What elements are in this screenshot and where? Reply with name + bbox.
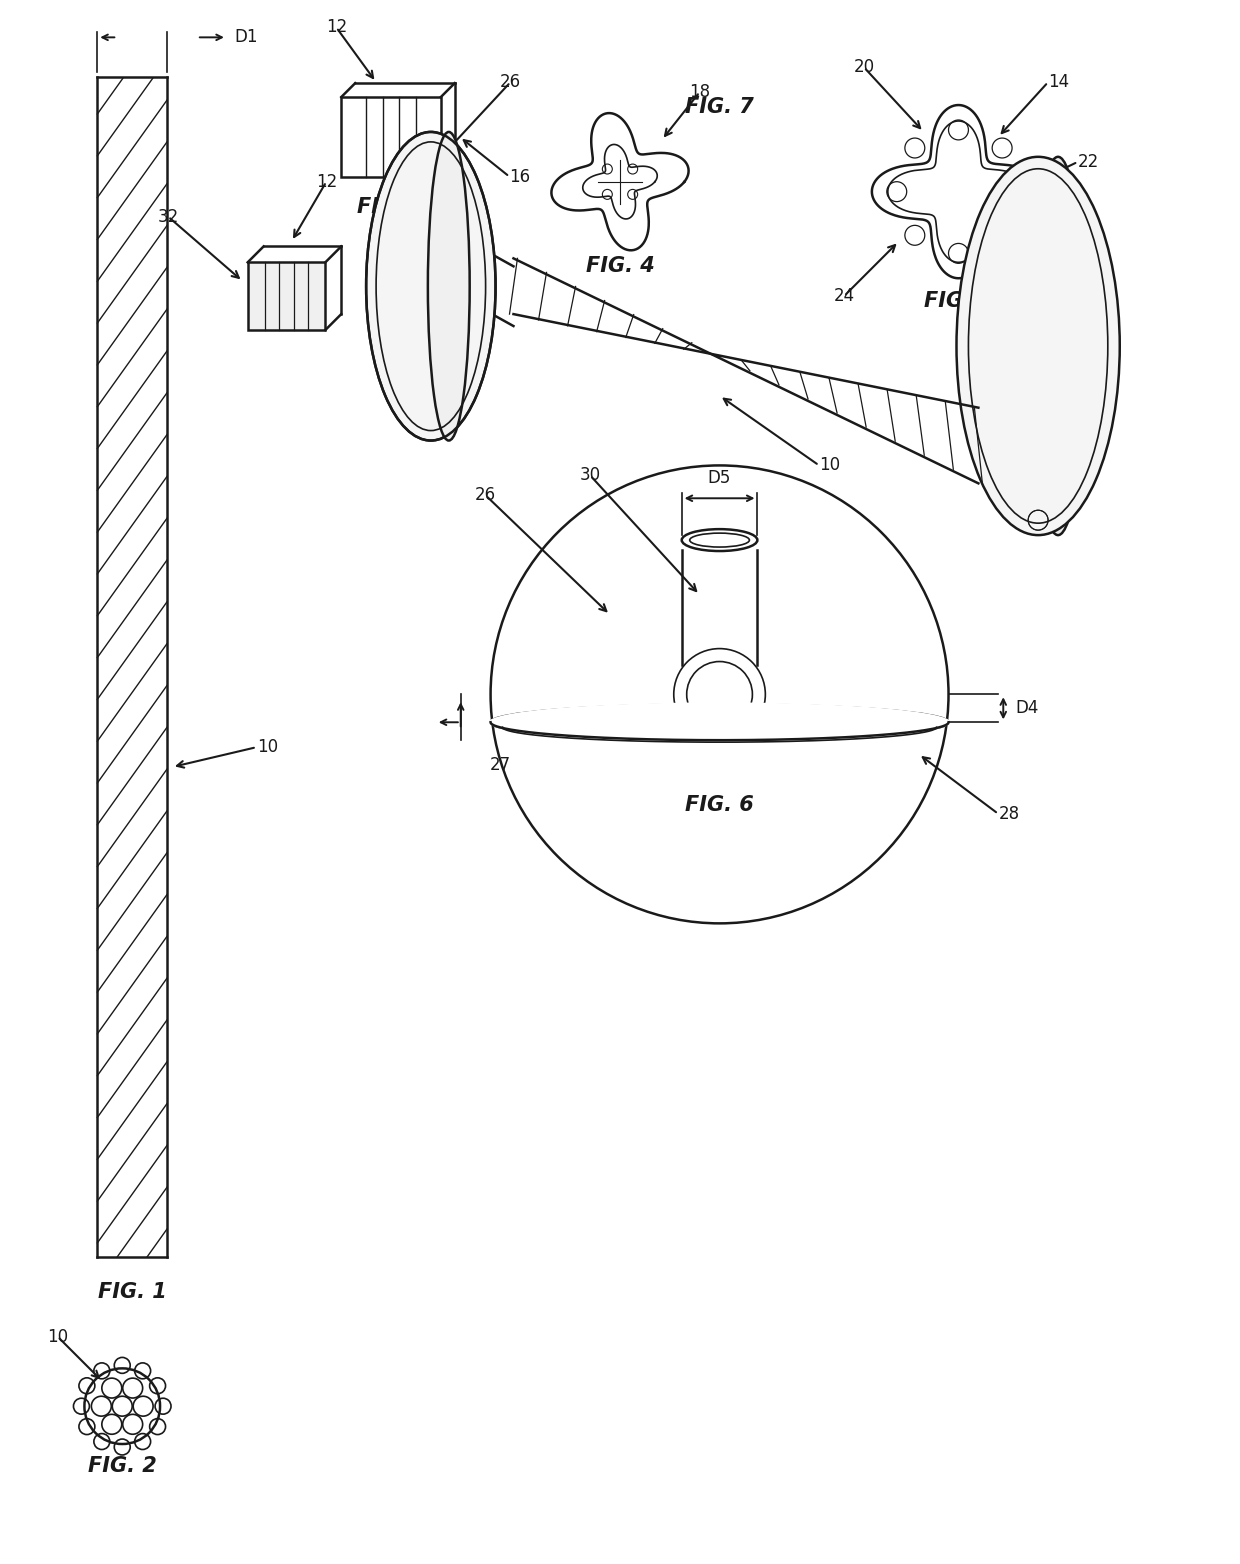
Text: 28: 28 bbox=[998, 805, 1019, 823]
Text: D1: D1 bbox=[234, 28, 258, 47]
Text: 20: 20 bbox=[853, 58, 874, 77]
Text: 26: 26 bbox=[475, 486, 496, 504]
Text: FIG. 1: FIG. 1 bbox=[98, 1282, 166, 1301]
Text: 16: 16 bbox=[510, 167, 531, 186]
Text: 18: 18 bbox=[689, 83, 711, 102]
Text: FIG. 7: FIG. 7 bbox=[686, 97, 754, 117]
Bar bbox=[341, 97, 440, 177]
Text: 10: 10 bbox=[820, 457, 841, 474]
Ellipse shape bbox=[1032, 156, 1085, 535]
Text: 14: 14 bbox=[1048, 74, 1069, 91]
Text: D2: D2 bbox=[1034, 231, 1055, 247]
Text: 10: 10 bbox=[257, 738, 278, 755]
Text: 10: 10 bbox=[47, 1328, 68, 1345]
Text: D5: D5 bbox=[708, 469, 732, 488]
Ellipse shape bbox=[956, 156, 1120, 535]
Text: FIG. 5: FIG. 5 bbox=[924, 291, 993, 311]
Text: 12: 12 bbox=[316, 172, 337, 191]
Text: 12: 12 bbox=[326, 19, 347, 36]
Ellipse shape bbox=[428, 131, 470, 441]
Text: 32: 32 bbox=[157, 208, 179, 225]
Text: FIG. 4: FIG. 4 bbox=[585, 256, 655, 277]
Text: 24: 24 bbox=[833, 288, 854, 305]
Text: FIG. 6: FIG. 6 bbox=[686, 795, 754, 815]
Ellipse shape bbox=[489, 702, 951, 743]
Bar bbox=[248, 263, 325, 330]
Text: 27: 27 bbox=[490, 755, 511, 774]
Text: 26: 26 bbox=[500, 74, 521, 91]
Text: FIG. 2: FIG. 2 bbox=[88, 1456, 156, 1476]
Text: 30: 30 bbox=[579, 466, 600, 485]
Text: D4: D4 bbox=[1016, 699, 1039, 718]
Text: 22: 22 bbox=[1078, 153, 1099, 170]
Text: FIG. 3: FIG. 3 bbox=[357, 197, 425, 216]
Ellipse shape bbox=[366, 131, 496, 441]
